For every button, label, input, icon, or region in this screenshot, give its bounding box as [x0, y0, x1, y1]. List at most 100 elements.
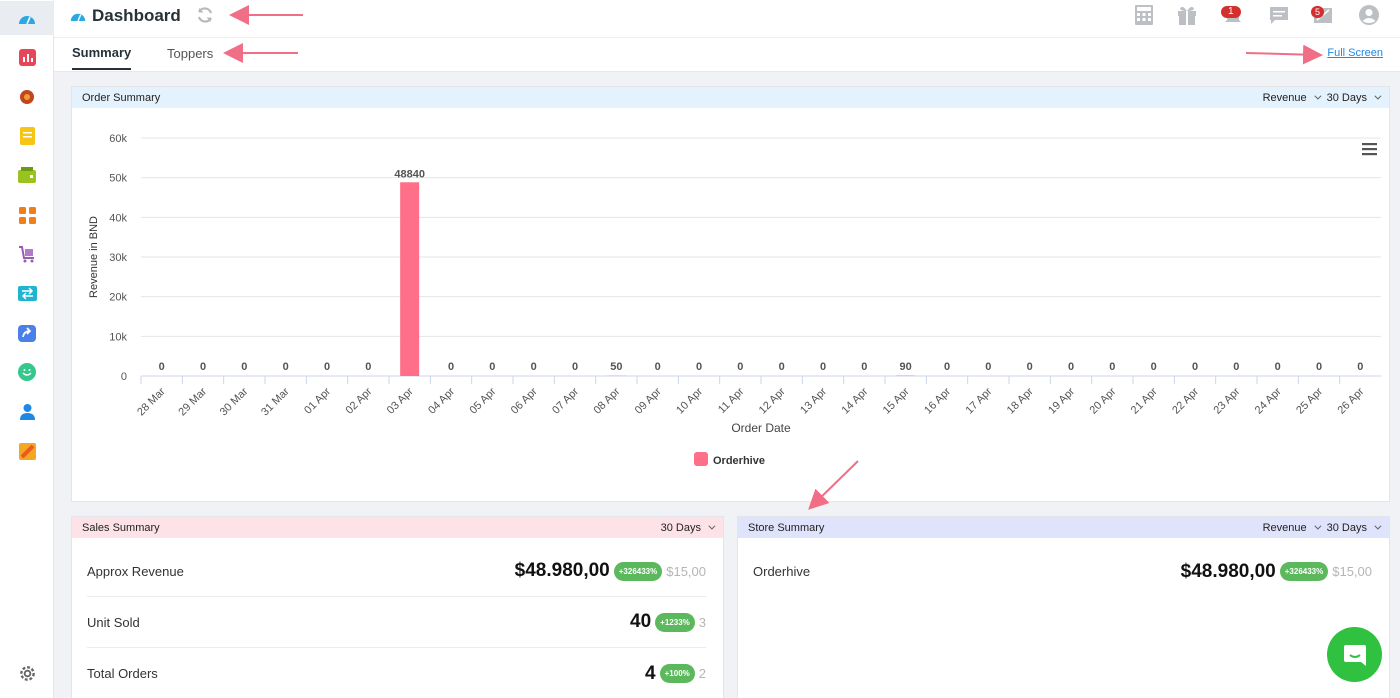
chevron-down-icon [1374, 522, 1382, 530]
sidebar-item-cart[interactable] [0, 237, 54, 271]
top-bar: Dashboard 1 5 [54, 0, 1400, 38]
full-screen-link[interactable]: Full Screen [1327, 47, 1383, 59]
sales-row-label: Approx Revenue [87, 563, 184, 579]
data-label: 0 [1316, 361, 1322, 373]
previous-value: 3 [698, 614, 706, 630]
tabs-bar: Summary Toppers Full Screen [54, 38, 1400, 72]
tab-toppers[interactable]: Toppers [167, 46, 214, 61]
change-badge: +1233% [655, 612, 695, 632]
x-tick-label: 15 Apr [881, 385, 912, 416]
sidebar-item-notes[interactable] [0, 119, 54, 153]
profile-button[interactable] [1358, 4, 1380, 26]
range-dropdown[interactable]: 30 Days [1326, 91, 1382, 104]
data-label: 0 [283, 361, 289, 373]
messages-button[interactable] [1268, 4, 1290, 26]
tab-summary[interactable]: Summary [72, 45, 132, 70]
inventory-icon [18, 167, 36, 183]
sidebar-item-reports[interactable] [0, 40, 54, 74]
x-tick-label: 20 Apr [1087, 385, 1118, 416]
sales-row-label: Unit Sold [87, 614, 140, 630]
x-axis-label: Order Date [731, 421, 791, 435]
order-chart: 0 10k 20k 30k 40k 50k 60k 0 0 0 0 0 0 48840 0 0 0 0 50 0 0 0… [88, 133, 1381, 467]
gift-icon [1178, 6, 1196, 25]
settings-gear-icon [20, 90, 34, 104]
sidebar-item-settings-gear[interactable] [0, 80, 54, 114]
store-metric-dropdown[interactable]: Revenue [1263, 522, 1322, 534]
x-tick-label: 03 Apr [385, 385, 416, 416]
data-label: 0 [324, 361, 330, 373]
dashboard-icon [19, 16, 35, 25]
x-tick-label: 17 Apr [963, 385, 994, 416]
range-dropdown-value: 30 Days [1326, 91, 1367, 104]
x-tick-label: 01 Apr [302, 385, 333, 416]
data-label: 0 [820, 361, 826, 373]
sidebar-item-transfer[interactable] [0, 276, 54, 310]
refresh-button[interactable] [196, 6, 214, 30]
calculator-icon [1135, 5, 1153, 25]
refresh-icon [197, 7, 213, 23]
y-tick-label: 20k [109, 292, 127, 304]
sidebar-item-settings[interactable] [0, 656, 54, 690]
x-tick-label: 16 Apr [922, 385, 953, 416]
menu-icon [1362, 143, 1377, 146]
x-tick-label: 29 Mar [176, 385, 209, 418]
alerts-button[interactable]: 1 [1221, 4, 1244, 26]
x-tick-label: 09 Apr [633, 385, 664, 416]
data-label: 0 [200, 361, 206, 373]
x-tick-label: 13 Apr [798, 385, 829, 416]
chat-launcher-button[interactable] [1327, 627, 1382, 682]
chart-menu-button[interactable] [1362, 143, 1377, 156]
order-summary-title: Order Summary [82, 91, 161, 104]
alerts-badge: 1 [1221, 6, 1241, 18]
tag-icon [18, 442, 36, 460]
data-label: 0 [1151, 361, 1157, 373]
x-tick-label: 24 Apr [1253, 385, 1284, 416]
x-tick-label: 06 Apr [509, 385, 540, 416]
store-range-dropdown[interactable]: 30 Days [1327, 522, 1382, 534]
data-label: 0 [572, 361, 578, 373]
data-label: 48840 [394, 168, 425, 180]
sidebar-item-dashboard[interactable] [0, 1, 54, 35]
sidebar-item-share[interactable] [0, 316, 54, 350]
change-badge: +326433% [613, 561, 663, 581]
account-icon [1359, 5, 1379, 25]
data-label: 0 [737, 361, 743, 373]
store-row-value: $48.980,00 [1180, 560, 1276, 582]
data-label: 0 [489, 361, 495, 373]
x-tick-label: 02 Apr [343, 385, 374, 416]
legend-label: Orderhive [713, 455, 765, 467]
x-tick-label: 18 Apr [1005, 385, 1036, 416]
data-label: 0 [1027, 361, 1033, 373]
data-label: 0 [1068, 361, 1074, 373]
sidebar-item-apps[interactable] [0, 198, 54, 232]
sidebar-item-tags[interactable] [0, 434, 54, 468]
metric-dropdown[interactable]: Revenue [1263, 92, 1322, 104]
sales-row: Total Orders 4 +100% 2 [87, 648, 706, 698]
sidebar-item-users[interactable] [0, 394, 54, 428]
share-icon [18, 324, 36, 342]
order-summary-panel: Order Summary Revenue 30 Days 0 10k 20k 30k… [71, 86, 1390, 502]
y-tick-label: 50k [109, 173, 127, 185]
data-label: 0 [861, 361, 867, 373]
chart-legend[interactable]: Orderhive [694, 452, 765, 467]
sidebar-item-feedback[interactable] [0, 355, 54, 389]
transfer-icon [17, 285, 37, 301]
sidebar-item-inventory[interactable] [0, 158, 54, 192]
gift-button[interactable] [1176, 4, 1198, 26]
order-summary-header: Order Summary Revenue 30 Days [72, 87, 1389, 108]
chevron-down-icon [1314, 522, 1322, 530]
user-icon [19, 403, 35, 420]
change-badge: +326433% [1279, 562, 1329, 581]
sales-row-value: 4 [645, 662, 656, 684]
store-summary-header: Store Summary Revenue 30 Days [738, 517, 1389, 538]
dashboard-icon [70, 13, 86, 22]
sales-range-dropdown[interactable]: 30 Days [661, 522, 716, 534]
reports-icon [18, 48, 36, 66]
calculator-button[interactable] [1133, 4, 1155, 26]
chat-bubble-icon [1343, 644, 1366, 666]
inbox-button[interactable]: 5 [1311, 4, 1334, 26]
chart-bar[interactable] [400, 182, 420, 376]
y-tick-label: 60k [109, 133, 127, 145]
store-row-label: Orderhive [753, 564, 811, 579]
page-title: Dashboard [69, 6, 181, 26]
